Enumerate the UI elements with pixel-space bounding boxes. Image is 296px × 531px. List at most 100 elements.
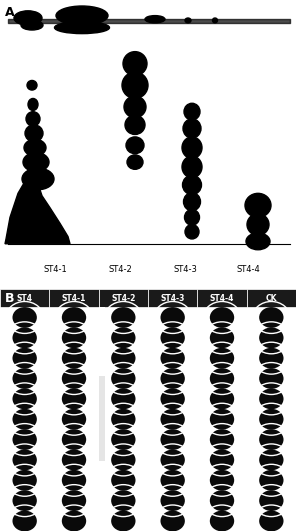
Ellipse shape: [259, 307, 284, 328]
Ellipse shape: [183, 175, 202, 194]
Ellipse shape: [210, 511, 234, 531]
Ellipse shape: [210, 409, 234, 430]
Ellipse shape: [259, 328, 284, 348]
Ellipse shape: [111, 328, 136, 348]
Text: ST4: ST4: [17, 294, 33, 303]
Ellipse shape: [14, 11, 42, 25]
Text: ST4-3: ST4-3: [160, 294, 185, 303]
Ellipse shape: [160, 490, 185, 511]
Text: ST4-1: ST4-1: [62, 294, 86, 303]
Ellipse shape: [124, 96, 146, 118]
Ellipse shape: [210, 429, 234, 450]
Ellipse shape: [12, 470, 37, 491]
Bar: [197, 289, 247, 307]
Ellipse shape: [27, 81, 37, 90]
Ellipse shape: [210, 450, 234, 470]
Ellipse shape: [259, 470, 284, 491]
Ellipse shape: [111, 511, 136, 531]
Ellipse shape: [12, 368, 37, 389]
Ellipse shape: [160, 409, 185, 430]
Ellipse shape: [62, 328, 86, 348]
Ellipse shape: [62, 368, 86, 389]
Text: ST4-1: ST4-1: [43, 266, 67, 275]
Ellipse shape: [245, 193, 271, 217]
Ellipse shape: [247, 214, 269, 235]
Bar: [99, 289, 148, 307]
Ellipse shape: [12, 328, 37, 348]
Ellipse shape: [12, 409, 37, 430]
Ellipse shape: [259, 429, 284, 450]
Ellipse shape: [185, 225, 199, 239]
Ellipse shape: [21, 20, 43, 30]
Polygon shape: [5, 179, 70, 244]
Ellipse shape: [62, 511, 86, 531]
Ellipse shape: [160, 368, 185, 389]
Ellipse shape: [160, 429, 185, 450]
Ellipse shape: [111, 429, 136, 450]
Bar: [198, 312, 203, 526]
Ellipse shape: [184, 193, 200, 211]
Ellipse shape: [26, 112, 40, 126]
Ellipse shape: [12, 511, 37, 531]
Ellipse shape: [12, 389, 37, 409]
Ellipse shape: [56, 6, 108, 25]
Ellipse shape: [160, 307, 185, 328]
Text: A: A: [5, 6, 15, 19]
Ellipse shape: [210, 307, 234, 328]
Ellipse shape: [160, 470, 185, 491]
Ellipse shape: [183, 119, 201, 138]
Ellipse shape: [111, 409, 136, 430]
Ellipse shape: [12, 490, 37, 511]
Ellipse shape: [125, 115, 145, 134]
Ellipse shape: [111, 368, 136, 389]
Bar: [247, 289, 296, 307]
Ellipse shape: [12, 450, 37, 470]
Text: ST4-3: ST4-3: [173, 266, 197, 275]
Ellipse shape: [62, 389, 86, 409]
Text: B: B: [5, 293, 15, 305]
Ellipse shape: [62, 429, 86, 450]
Ellipse shape: [160, 450, 185, 470]
Ellipse shape: [259, 409, 284, 430]
Ellipse shape: [145, 15, 165, 23]
Text: ST4-4: ST4-4: [236, 266, 260, 275]
Ellipse shape: [210, 470, 234, 491]
Ellipse shape: [259, 511, 284, 531]
Ellipse shape: [62, 450, 86, 470]
Text: CK: CK: [266, 294, 277, 303]
Ellipse shape: [111, 348, 136, 369]
Ellipse shape: [12, 307, 37, 328]
Ellipse shape: [111, 490, 136, 511]
Bar: [148, 289, 197, 307]
Ellipse shape: [259, 389, 284, 409]
Bar: [99, 375, 105, 461]
Bar: [191, 312, 196, 526]
Ellipse shape: [122, 72, 148, 98]
Ellipse shape: [259, 490, 284, 511]
Text: ST4-4: ST4-4: [210, 294, 234, 303]
Ellipse shape: [111, 470, 136, 491]
Ellipse shape: [28, 98, 38, 110]
Bar: [0, 289, 49, 307]
Ellipse shape: [246, 233, 270, 250]
Bar: [99, 307, 105, 375]
Ellipse shape: [259, 368, 284, 389]
Ellipse shape: [24, 139, 46, 156]
Ellipse shape: [210, 328, 234, 348]
Ellipse shape: [62, 490, 86, 511]
Ellipse shape: [210, 389, 234, 409]
Ellipse shape: [62, 409, 86, 430]
Ellipse shape: [111, 307, 136, 328]
Ellipse shape: [160, 328, 185, 348]
Ellipse shape: [160, 389, 185, 409]
Ellipse shape: [184, 103, 200, 120]
Ellipse shape: [213, 18, 218, 23]
Ellipse shape: [123, 52, 147, 75]
Ellipse shape: [12, 348, 37, 369]
Ellipse shape: [182, 137, 202, 159]
Bar: [247, 486, 252, 526]
Ellipse shape: [210, 368, 234, 389]
Bar: [50, 312, 55, 526]
Ellipse shape: [111, 450, 136, 470]
Ellipse shape: [62, 348, 86, 369]
